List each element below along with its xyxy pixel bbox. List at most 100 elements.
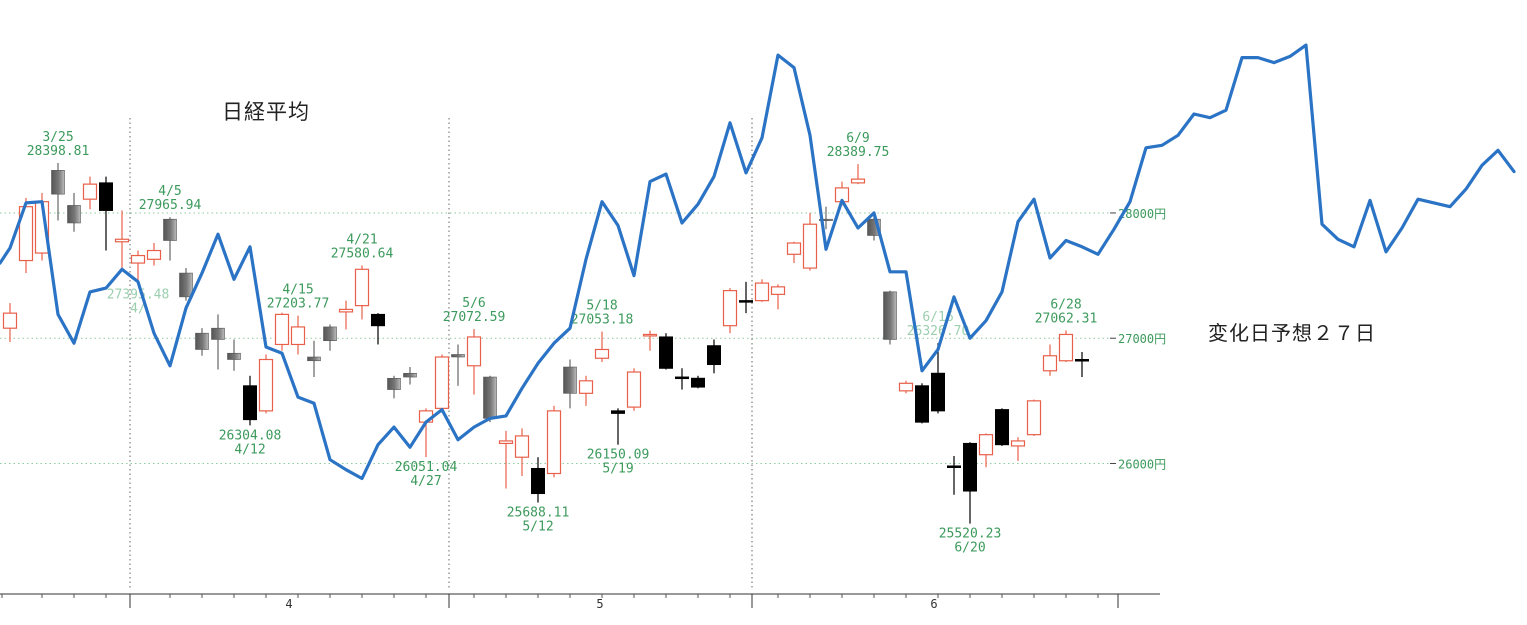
annotation-line-1: 6/9 — [846, 131, 869, 146]
candle-body — [642, 333, 658, 337]
annotation-line-2: 27062.31 — [1035, 311, 1098, 326]
candle-body — [915, 385, 929, 423]
candle-body — [691, 377, 705, 388]
candle-body — [163, 218, 177, 241]
forecast-note: 変化日予想２７日 — [1208, 321, 1376, 345]
candle-body — [338, 308, 354, 313]
annotation-line-2: 27053.18 — [571, 313, 634, 328]
annotation-line-2: 4/ — [130, 301, 146, 316]
chart-title: 日経平均 — [222, 100, 310, 124]
candle-body — [371, 313, 385, 327]
candle-body — [531, 467, 545, 495]
candle-body — [179, 272, 193, 298]
candle-body — [146, 249, 162, 260]
candle-body — [211, 327, 225, 340]
candle-body — [290, 326, 306, 346]
candle-body — [1026, 400, 1042, 436]
annotation-line-1: 25688.11 — [507, 506, 570, 521]
annotation-line-2: 27965.94 — [139, 198, 202, 213]
month-label: 6 — [930, 597, 937, 611]
annotation-line-2: 5/12 — [522, 520, 553, 535]
candle-body — [786, 242, 802, 255]
annotation-line-2: 28398.81 — [27, 144, 90, 159]
candle-body — [883, 291, 897, 340]
candle-body — [802, 223, 818, 269]
annotation-line-2: 27203.77 — [267, 297, 330, 312]
candle-body — [323, 326, 337, 342]
x-axis: 4 5 6 — [0, 593, 1160, 611]
annotation-line-1: 6/28 — [1050, 297, 1081, 312]
annotation-line-2: 27580.64 — [331, 246, 394, 261]
candle-body — [514, 435, 530, 458]
candle-body — [67, 205, 81, 224]
candle-body — [114, 238, 130, 243]
candle-body — [274, 313, 290, 346]
candle-body — [2, 312, 18, 329]
candle-body — [626, 371, 642, 408]
annotation-line-1: 4/5 — [158, 184, 181, 199]
candle-body — [130, 254, 146, 264]
candle-body — [258, 358, 274, 412]
annotation-line-1: 25520.23 — [939, 527, 1002, 542]
candle-body — [978, 434, 994, 456]
annotation-line-2: 5/19 — [602, 462, 633, 477]
candle-body — [707, 345, 721, 366]
annotation-line-1: 5/18 — [586, 299, 617, 314]
y-tick-label: 26000円 — [1118, 457, 1166, 471]
candle-body — [963, 442, 977, 492]
candle-body — [1075, 359, 1089, 362]
annotation-line-2: 26326.70 — [907, 324, 970, 339]
candle-body — [546, 410, 562, 475]
grid-layer: 26000円 27000円 28000円 — [0, 118, 1166, 590]
candle-body — [483, 376, 497, 419]
candle-body — [243, 385, 257, 421]
candle-body — [611, 410, 625, 414]
candle-body — [995, 409, 1009, 446]
candle-body — [578, 380, 594, 394]
annotation-line-1: 26304.08 — [219, 428, 282, 443]
candle-body — [1042, 355, 1058, 372]
candle-body — [82, 183, 98, 200]
candle-body — [739, 300, 753, 303]
annotation-line-1: 4/21 — [346, 232, 377, 247]
annotation-line-1: 3/25 — [42, 130, 73, 145]
candle-body — [898, 382, 914, 392]
annotation-line-2: 28389.75 — [827, 145, 890, 160]
candle-body — [403, 372, 417, 378]
annotation-line-1: 4/15 — [282, 283, 313, 298]
candle-body — [195, 332, 209, 350]
candle-body — [754, 282, 770, 302]
candle-body — [770, 286, 786, 295]
y-tick-label: 27000円 — [1118, 332, 1166, 346]
candle-body — [227, 352, 241, 360]
annotation-line-2: 27072.59 — [443, 310, 506, 325]
candle-body — [675, 376, 689, 380]
candle-body — [498, 440, 514, 445]
month-label: 5 — [596, 597, 603, 611]
candle-body — [931, 372, 945, 412]
candle-body — [1058, 333, 1074, 362]
candle-body — [99, 182, 113, 211]
annotation-line-2: 6/20 — [954, 541, 985, 556]
candle-body — [434, 356, 450, 409]
forecast-line — [0, 43, 1516, 481]
candle-body — [387, 377, 401, 390]
annotation-line-1: 26051.04 — [395, 460, 458, 475]
candle-body — [1010, 440, 1026, 447]
y-tick-label: 28000円 — [1118, 207, 1166, 221]
annotation-line-2: 4/27 — [410, 474, 441, 489]
candle-body — [354, 268, 370, 307]
annotation-line-1: 27395.48 — [107, 287, 170, 302]
candle-body — [722, 290, 738, 327]
line-layer — [0, 43, 1516, 481]
candle-body — [594, 348, 610, 359]
candle-body — [466, 336, 482, 367]
annotation-line-2: 4/12 — [234, 442, 265, 457]
annotation-line-1: 26150.09 — [587, 448, 650, 463]
candle-body — [850, 178, 866, 184]
candle-body — [307, 356, 321, 362]
month-label: 4 — [285, 597, 292, 611]
candle-body — [819, 218, 833, 222]
